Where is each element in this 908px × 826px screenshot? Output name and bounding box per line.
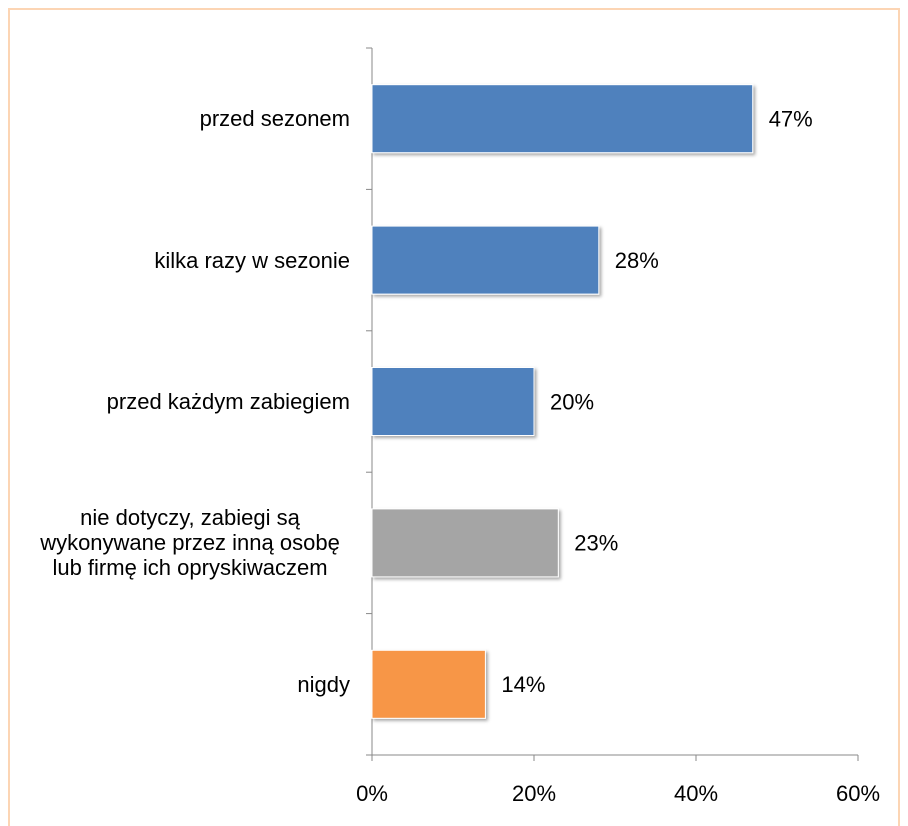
x-tick-label: 60%: [836, 781, 880, 806]
category-label: nie dotyczy, zabiegi są wykonywane przez…: [10, 472, 350, 613]
x-tick-label: 20%: [512, 781, 556, 806]
category-text: przed sezonem: [199, 106, 350, 132]
chart-border: [8, 8, 900, 826]
value-label: 23%: [574, 531, 618, 556]
value-label: 28%: [615, 248, 659, 273]
category-label: przed każdym zabiegiem: [10, 331, 350, 472]
category-label: przed sezonem: [10, 48, 350, 189]
category-text: przed każdym zabiegiem: [106, 388, 350, 414]
category-label: kilka razy w sezonie: [10, 189, 350, 330]
value-label: 47%: [769, 107, 813, 132]
bar: [371, 367, 535, 436]
value-label: 20%: [550, 389, 594, 414]
category-text: nigdy: [297, 671, 350, 697]
category-label: nigdy: [10, 614, 350, 755]
category-text: kilka razy w sezonie: [154, 247, 350, 273]
bar: [371, 225, 600, 295]
x-tick-label: 40%: [674, 781, 718, 806]
bar: [371, 649, 486, 719]
x-tick-label: 0%: [356, 781, 388, 806]
category-text: nie dotyczy, zabiegi są wykonywane przez…: [40, 505, 340, 581]
bar: [371, 84, 754, 154]
bar: [371, 508, 559, 578]
value-label: 14%: [501, 672, 545, 697]
